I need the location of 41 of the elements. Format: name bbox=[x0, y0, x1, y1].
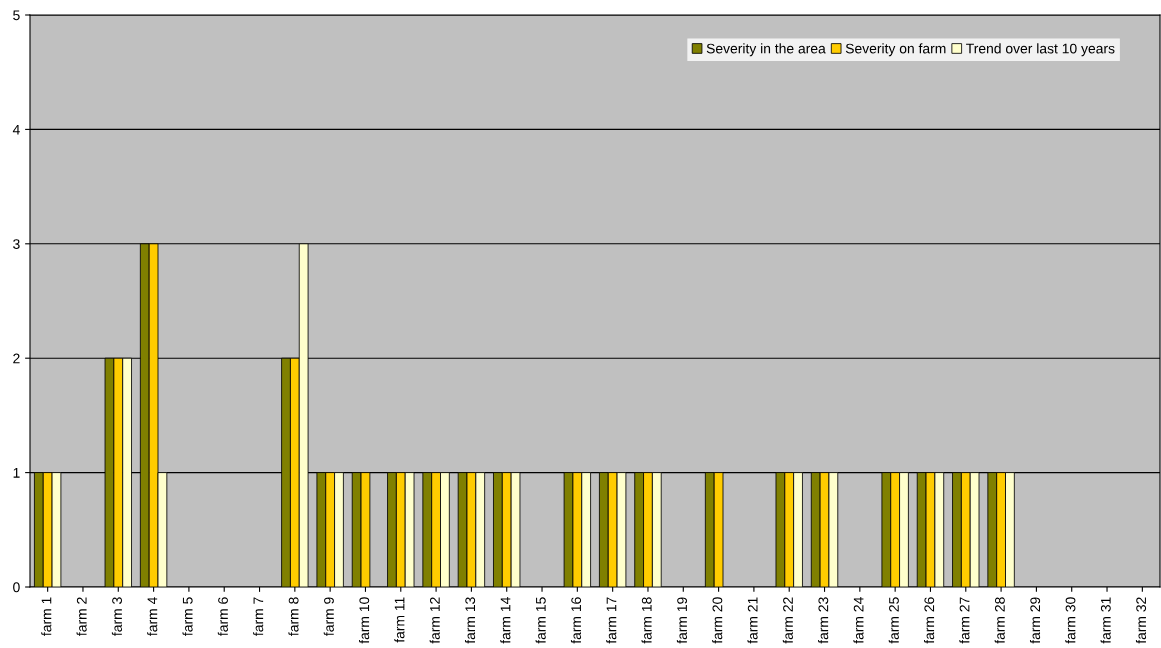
x-tick-label: farm 15 bbox=[535, 597, 546, 644]
x-tick-label: farm 22 bbox=[782, 597, 793, 644]
x-tick-label: farm 32 bbox=[1135, 597, 1147, 644]
x-tick-label: farm 31 bbox=[1100, 597, 1111, 644]
x-tick-label: farm 27 bbox=[959, 597, 970, 644]
x-tick-label: farm 28 bbox=[994, 597, 1005, 644]
legend-label: Severity in the area bbox=[706, 43, 826, 57]
x-tick-label: farm 2 bbox=[76, 597, 87, 636]
legend-label: Severity on farm bbox=[845, 43, 946, 57]
x-tick-label: farm 11 bbox=[394, 597, 405, 643]
legend-label: Trend over last 10 years bbox=[966, 43, 1115, 57]
x-tick-label: farm 13 bbox=[464, 597, 476, 644]
y-tick-label: 3 bbox=[13, 239, 20, 249]
y-tick-label: 1 bbox=[13, 468, 20, 478]
x-tick-label: farm 23 bbox=[818, 597, 829, 644]
x-tick-label: farm 6 bbox=[217, 597, 228, 636]
x-tick-label: farm 4 bbox=[147, 597, 158, 636]
x-tick-label: farm 1 bbox=[41, 597, 52, 636]
x-tick-label: farm 14 bbox=[500, 597, 511, 644]
x-tick-label: farm 29 bbox=[1029, 597, 1041, 644]
x-tick-label: farm 8 bbox=[288, 597, 299, 636]
x-tick-label: farm 30 bbox=[1065, 597, 1076, 644]
x-tick-label: farm 9 bbox=[323, 597, 334, 636]
y-tick-label: 5 bbox=[13, 10, 20, 21]
y-tick-label: 0 bbox=[13, 582, 20, 593]
y-tick-label: 2 bbox=[13, 353, 20, 364]
x-tick-label: farm 18 bbox=[641, 597, 652, 644]
x-tick-label: farm 26 bbox=[924, 597, 935, 644]
x-tick-label: farm 12 bbox=[429, 597, 440, 644]
x-tick-label: farm 25 bbox=[888, 597, 899, 644]
y-tick-label: 4 bbox=[12, 124, 20, 135]
x-tick-label: farm 20 bbox=[712, 597, 723, 644]
x-tick-label: farm 19 bbox=[676, 597, 688, 644]
x-tick-label: farm 24 bbox=[853, 597, 864, 644]
x-tick-label: farm 5 bbox=[182, 597, 193, 636]
x-tick-label: farm 21 bbox=[747, 597, 758, 644]
x-tick-label: farm 3 bbox=[111, 597, 123, 636]
x-tick-label: farm 10 bbox=[359, 597, 370, 644]
x-tick-label: farm 16 bbox=[570, 597, 582, 644]
x-tick-label: farm 17 bbox=[606, 597, 617, 644]
x-tick-label: farm 7 bbox=[253, 597, 264, 636]
